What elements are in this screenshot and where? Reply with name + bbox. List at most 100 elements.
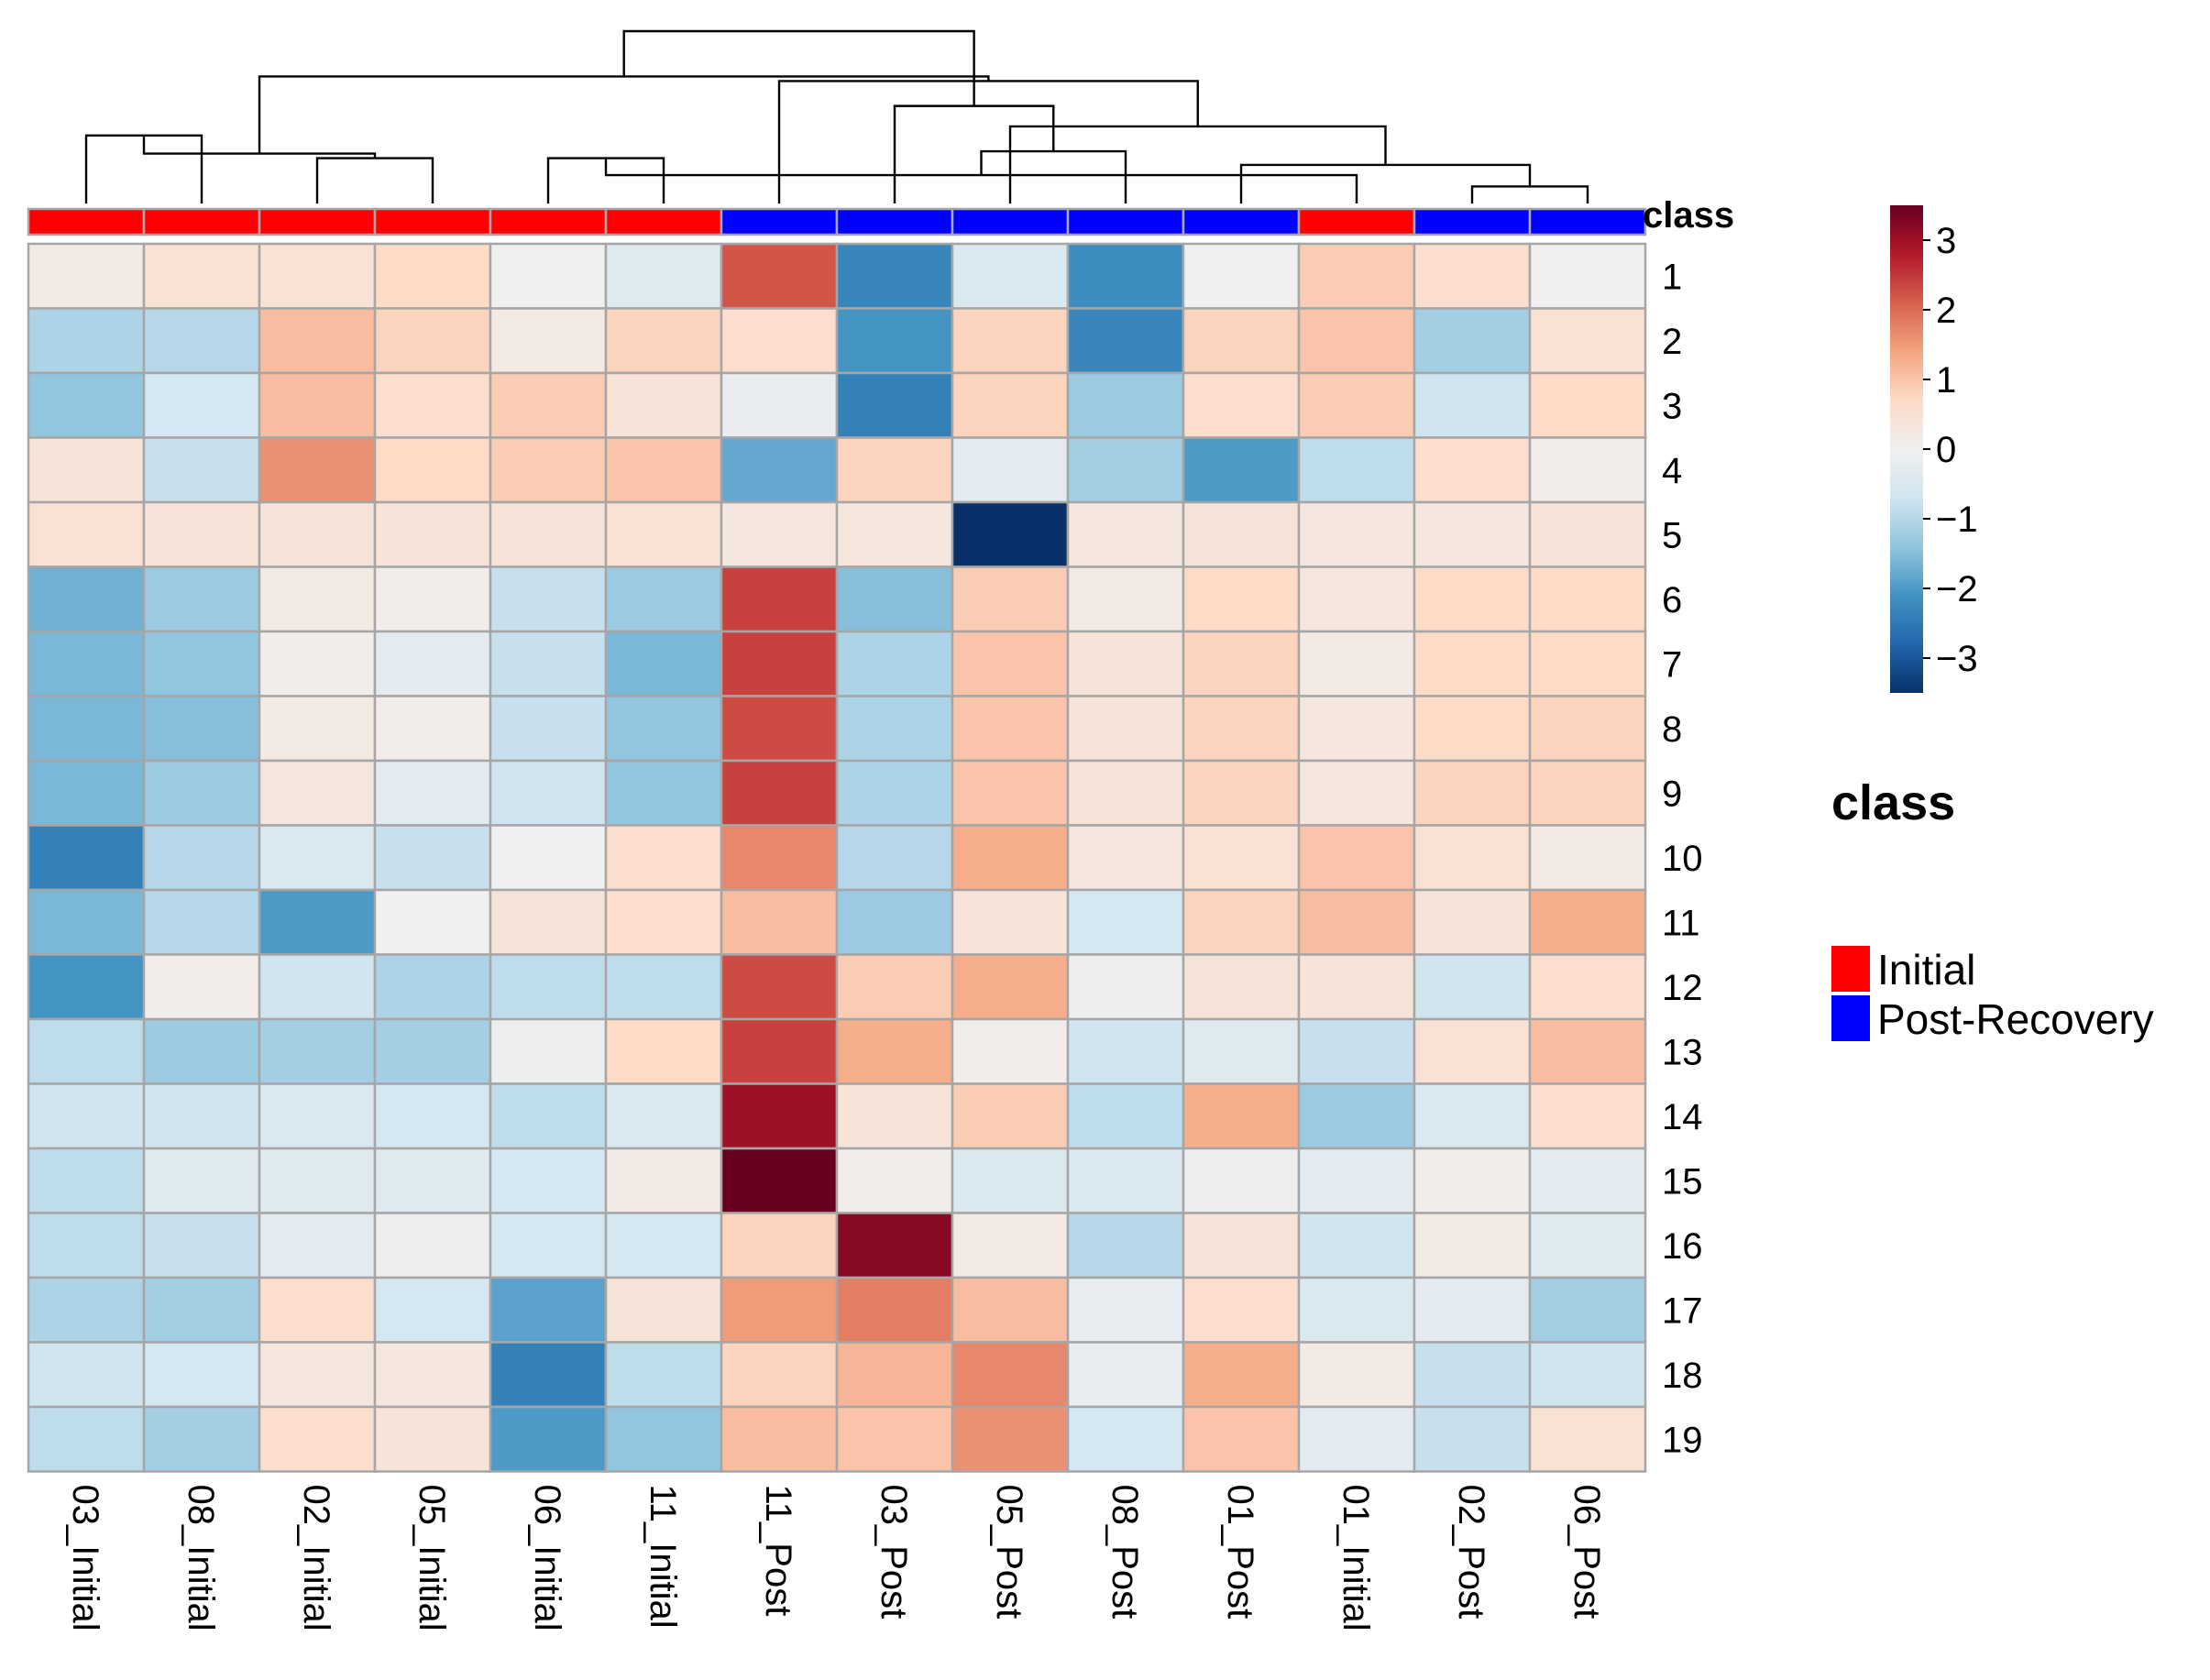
heatmap-cell [720, 1276, 839, 1344]
heatmap-cell [1528, 500, 1647, 568]
colorbar-tick-label: 1 [1936, 360, 1956, 401]
heatmap-cell [1066, 307, 1185, 375]
row-label: 1 [1662, 257, 1682, 297]
colorbar: −3 −2 −1 0 1 2 3 [1890, 205, 1978, 693]
column-dendrogram [84, 29, 1589, 203]
heatmap-cell [373, 1082, 492, 1150]
heatmap-cell [720, 630, 839, 697]
heatmap-cell [835, 242, 954, 310]
heatmap-cell [258, 630, 377, 697]
heatmap-cell [142, 307, 261, 375]
heatmap-cell [1413, 436, 1532, 504]
heatmap-cell [142, 953, 261, 1021]
heatmap-cell [1528, 953, 1647, 1021]
heatmap-cell [1297, 565, 1416, 633]
heatmap-cell [258, 371, 377, 439]
column-label: 11_Initial [643, 1485, 683, 1629]
heatmap-cell [1297, 1017, 1416, 1085]
heatmap-cell [1182, 1147, 1301, 1214]
heatmap-cell [258, 1147, 377, 1214]
heatmap-cell [142, 695, 261, 763]
heatmap-cell [604, 307, 723, 375]
heatmap-cell [720, 1147, 839, 1214]
heatmap-cell [835, 824, 954, 892]
heatmap-cell [1066, 500, 1185, 568]
heatmap-cell [489, 307, 608, 375]
heatmap-cell [1182, 953, 1301, 1021]
heatmap-cell [1182, 759, 1301, 827]
heatmap-cell [1066, 953, 1185, 1021]
heatmap-cell [1182, 630, 1301, 697]
class-bar-cell [720, 207, 839, 236]
heatmap-cell [27, 1405, 146, 1473]
row-label: 3 [1662, 386, 1682, 426]
heatmap-cell [1528, 436, 1647, 504]
dendrogram-branch [546, 157, 665, 203]
heatmap-cell [720, 307, 839, 375]
heatmap-cell [1413, 1017, 1532, 1085]
heatmap-cell [1413, 371, 1532, 439]
class-bar-cell [258, 207, 377, 236]
heatmap-cell [835, 371, 954, 439]
heatmap-cell [1066, 242, 1185, 310]
heatmap-cell [604, 1212, 723, 1279]
column-label: 02_Post [1451, 1485, 1491, 1620]
heatmap-cell [1528, 1147, 1647, 1214]
heatmap-cell [1066, 630, 1185, 697]
heatmap-cell [951, 1276, 1070, 1344]
heatmap-cell [373, 1212, 492, 1279]
heatmap-cell [951, 436, 1070, 504]
heatmap-cell [835, 953, 954, 1021]
heatmap-cell [1066, 1017, 1185, 1085]
heatmap-cell [258, 436, 377, 504]
heatmap-cell [27, 242, 146, 310]
heatmap-cell [27, 888, 146, 956]
column-label: 01_Post [1220, 1485, 1260, 1620]
heatmap-cell [1528, 307, 1647, 375]
heatmap-cell [951, 1082, 1070, 1150]
heatmap-cell [1066, 759, 1185, 827]
heatmap-cell [604, 759, 723, 827]
heatmap-cell [835, 436, 954, 504]
heatmap-cell [951, 500, 1070, 568]
heatmap-cell [373, 565, 492, 633]
column-label: 02_Initial [296, 1485, 336, 1631]
heatmap-cell [604, 1017, 723, 1085]
colorbar-ticks: −3 −2 −1 0 1 2 3 [1923, 221, 1978, 679]
heatmap-cell [1528, 1276, 1647, 1344]
heatmap-cell [1182, 500, 1301, 568]
heatmap-cell [1297, 630, 1416, 697]
heatmap-cell [604, 1276, 723, 1344]
heatmap-cell [835, 1212, 954, 1279]
column-label: 06_Post [1567, 1485, 1607, 1620]
heatmap-cell [1297, 1405, 1416, 1473]
class-bar-cell [1182, 207, 1301, 236]
heatmap-cell [720, 824, 839, 892]
heatmap-cell [604, 953, 723, 1021]
heatmap-cell [489, 1405, 608, 1473]
row-label: 6 [1662, 580, 1682, 620]
heatmap-cell [720, 500, 839, 568]
heatmap-cell [373, 242, 492, 310]
heatmap-cell [951, 1405, 1070, 1473]
heatmap-cell [604, 500, 723, 568]
heatmap-cell [951, 242, 1070, 310]
heatmap-cell [1413, 565, 1532, 633]
colorbar-tick-label: 2 [1936, 291, 1956, 331]
heatmap-cell [489, 1017, 608, 1085]
column-labels: 03_Initial 08_Initial 02_Initial 05_Initial… [65, 1485, 1607, 1631]
heatmap-cell [604, 436, 723, 504]
heatmap-cell [373, 1341, 492, 1409]
heatmap-cell [489, 953, 608, 1021]
heatmap-cell [373, 1276, 492, 1344]
heatmap-cell [1413, 1212, 1532, 1279]
heatmap-cell [1066, 565, 1185, 633]
heatmap-cell [1297, 307, 1416, 375]
heatmap-cell [951, 888, 1070, 956]
legend-swatch [1831, 946, 1870, 992]
class-bar-title: class [1643, 195, 1734, 236]
heatmap-cell [1297, 371, 1416, 439]
heatmap-cell [720, 1212, 839, 1279]
heatmap-cell [1297, 500, 1416, 568]
dendrogram-branch [1239, 163, 1532, 203]
